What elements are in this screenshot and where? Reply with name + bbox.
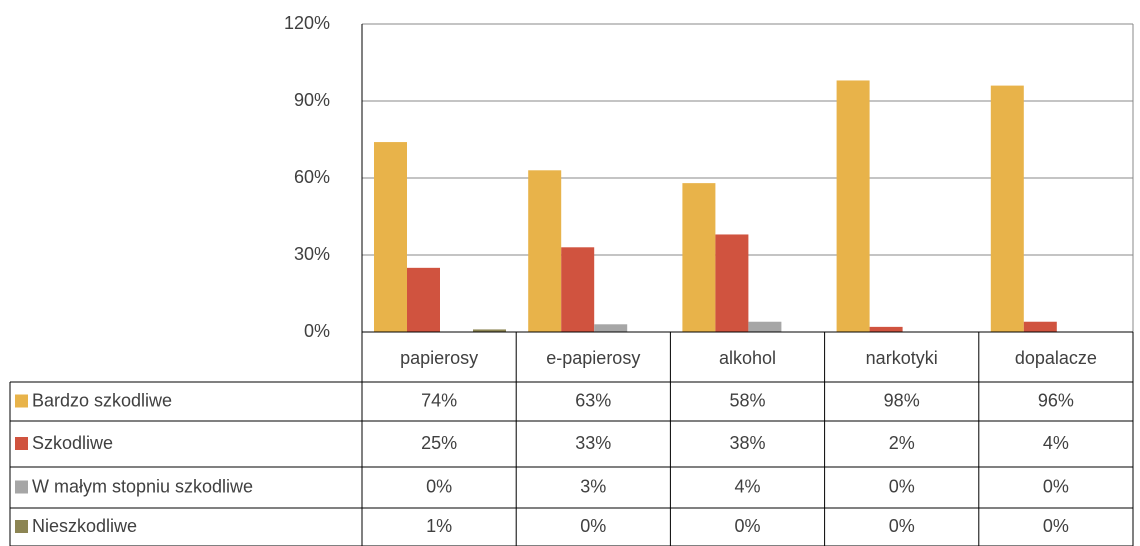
y-tick-label: 90% bbox=[294, 90, 330, 110]
bar bbox=[594, 324, 628, 332]
table-cell: 1% bbox=[426, 516, 452, 536]
legend-key bbox=[15, 437, 28, 450]
table-cell: 0% bbox=[1043, 516, 1069, 536]
table-cell: 3% bbox=[580, 476, 606, 496]
table-cell: 2% bbox=[889, 433, 915, 453]
table-cell: 0% bbox=[734, 516, 760, 536]
table-cell: 74% bbox=[421, 390, 457, 410]
table-cell: 25% bbox=[421, 433, 457, 453]
bar bbox=[374, 142, 407, 332]
bar bbox=[528, 170, 562, 332]
bar bbox=[407, 267, 440, 332]
bar bbox=[682, 183, 716, 332]
table-cell: 0% bbox=[889, 476, 915, 496]
bar bbox=[836, 80, 870, 332]
table-cell: 0% bbox=[889, 516, 915, 536]
table-cell: 98% bbox=[884, 390, 920, 410]
legend-key bbox=[15, 480, 28, 494]
y-tick-label: 30% bbox=[294, 244, 330, 264]
y-tick-label: 120% bbox=[284, 13, 330, 33]
bar bbox=[561, 247, 595, 332]
bar bbox=[473, 329, 506, 332]
legend-label: W małym stopniu szkodliwe bbox=[32, 476, 253, 496]
y-tick-label: 0% bbox=[304, 321, 330, 341]
x-tick-label: narkotyki bbox=[866, 348, 938, 368]
x-tick-label: papierosy bbox=[400, 348, 478, 368]
bar bbox=[990, 85, 1024, 332]
table-cell: 0% bbox=[426, 476, 452, 496]
table-cell: 0% bbox=[1043, 476, 1069, 496]
table-cell: 58% bbox=[729, 390, 765, 410]
legend-key bbox=[15, 520, 28, 533]
table-cell: 4% bbox=[734, 476, 760, 496]
legend-label: Szkodliwe bbox=[32, 433, 113, 453]
table-cell: 63% bbox=[575, 390, 611, 410]
legend-key bbox=[15, 394, 28, 408]
legend-label: Bardzo szkodliwe bbox=[32, 390, 172, 410]
table-cell: 33% bbox=[575, 433, 611, 453]
bar bbox=[1023, 321, 1057, 332]
table-cell: 0% bbox=[580, 516, 606, 536]
table-cell: 96% bbox=[1038, 390, 1074, 410]
legend-label: Nieszkodliwe bbox=[32, 516, 137, 536]
bar bbox=[715, 234, 749, 332]
table-cell: 4% bbox=[1043, 433, 1069, 453]
y-tick-label: 60% bbox=[294, 167, 330, 187]
bar bbox=[748, 321, 782, 332]
x-tick-label: dopalacze bbox=[1015, 348, 1097, 368]
x-tick-label: alkohol bbox=[719, 348, 776, 368]
table-cell: 38% bbox=[729, 433, 765, 453]
x-tick-label: e-papierosy bbox=[546, 348, 640, 368]
bar bbox=[869, 326, 903, 332]
